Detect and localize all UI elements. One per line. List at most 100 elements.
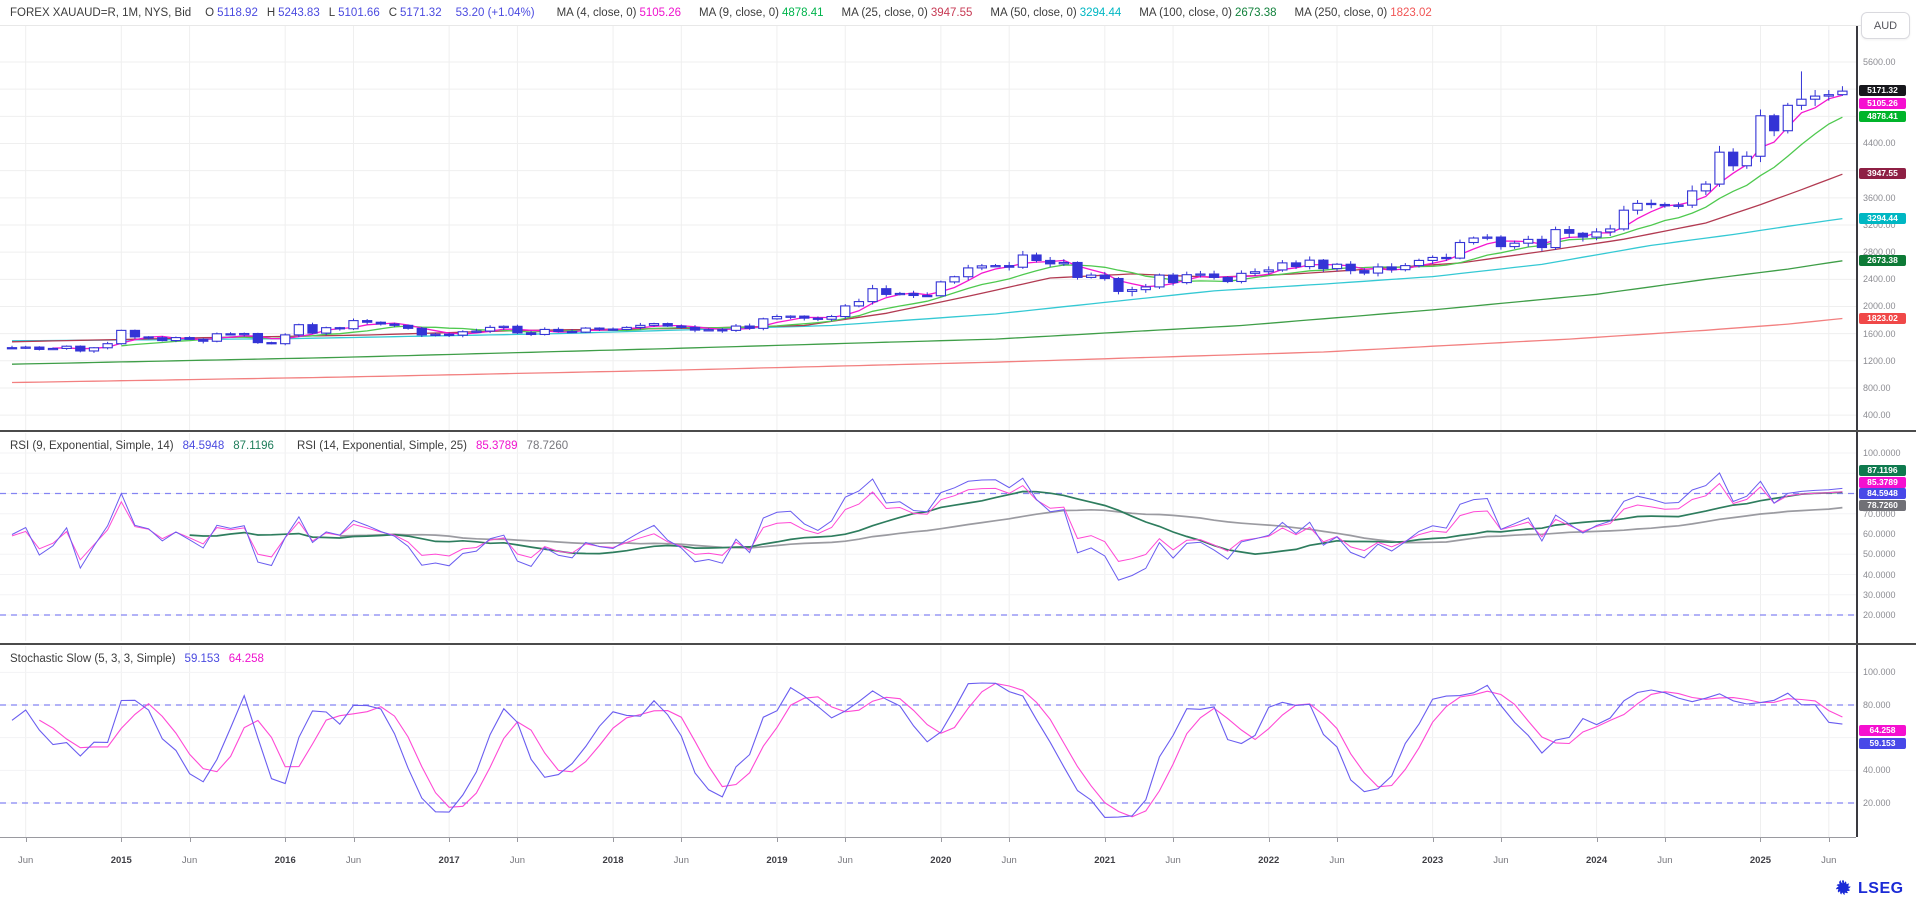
time-tick: [681, 837, 683, 842]
candle: [116, 329, 127, 345]
candle: [375, 321, 386, 326]
candle: [389, 322, 400, 328]
candle: [812, 316, 824, 322]
ohlc-h: H 5243.83: [266, 6, 320, 19]
candle: [170, 336, 182, 343]
candle: [198, 338, 209, 344]
time-axis[interactable]: Jun 2015 Jun 2016 Jun 2017 Jun 2018 Jun 2019 Jun 20…: [0, 837, 1856, 877]
candle: [239, 332, 250, 337]
candle: [1031, 252, 1042, 263]
candle: [1523, 235, 1534, 247]
candle: [61, 345, 72, 350]
time-tick: [1828, 837, 1830, 842]
candle: [566, 329, 578, 334]
change-readout: 53.20 (+1.04%): [455, 6, 535, 19]
candle: [1017, 250, 1028, 269]
candle: [293, 323, 305, 338]
rsi-tick-label: 100.0000: [1863, 448, 1901, 458]
main-price-pane[interactable]: [0, 25, 1856, 430]
instrument-title[interactable]: FOREX XAUAUD=R, 1M, NYS, Bid: [10, 6, 192, 19]
time-label: Jun: [1493, 855, 1509, 866]
candle: [1454, 239, 1466, 260]
stochastic-pane[interactable]: [0, 646, 1856, 837]
ma-legend-item-4[interactable]: MA (100, close, 0) 2673.38: [1139, 6, 1277, 19]
candle: [621, 326, 632, 331]
candle: [908, 290, 919, 298]
candle: [1099, 271, 1110, 281]
rsi9-avg-line: [189, 490, 1843, 555]
ma-legend-item-2[interactable]: MA (25, close, 0) 3947.55: [841, 6, 973, 19]
time-label: 2019: [766, 855, 788, 866]
time-tick: [189, 837, 191, 842]
rsi14-line: [11, 482, 1843, 562]
candle: [1072, 261, 1083, 280]
candle: [184, 336, 195, 341]
time-label: Jun: [1821, 855, 1837, 866]
time-tick: [776, 837, 778, 842]
candle: [1085, 272, 1097, 279]
candle: [1687, 185, 1698, 208]
stoch-tick-label: 80.000: [1863, 700, 1891, 710]
candle: [758, 317, 769, 331]
candle: [744, 323, 755, 330]
candle: [129, 329, 141, 340]
time-label: Jun: [1329, 855, 1345, 866]
time-tick: [1173, 837, 1175, 842]
candle: [280, 333, 291, 346]
lseg-lion-icon: [1835, 879, 1851, 895]
candle: [1263, 266, 1274, 275]
rsi-pane[interactable]: [0, 433, 1856, 641]
candle: [1304, 256, 1315, 270]
candle: [1222, 276, 1233, 284]
stochastic-legend[interactable]: Stochastic Slow (5, 3, 3, Simple) 59.153…: [10, 653, 264, 665]
ma-legend-item-3[interactable]: MA (50, close, 0) 3294.44: [990, 6, 1122, 19]
time-label: 2015: [110, 855, 132, 866]
ma-legend: MA (4, close, 0) 5105.26 MA (9, close, 0) 4…: [557, 7, 1432, 19]
time-tick: [940, 837, 942, 842]
candle: [785, 315, 796, 320]
candle: [1823, 90, 1834, 101]
candle: [717, 328, 728, 333]
candle: [1605, 224, 1616, 237]
price-badge: 2673.38: [1859, 254, 1906, 266]
candle: [963, 264, 974, 281]
candle: [922, 292, 933, 298]
candle: [1673, 202, 1684, 209]
candle: [225, 332, 236, 336]
candle: [143, 336, 154, 340]
time-label: 2020: [930, 855, 952, 866]
rsi-right-label: RSI (14, Exponential, Simple, 25): [296, 440, 467, 452]
stoch-value: 59.153: [184, 653, 220, 665]
candle: [211, 332, 223, 343]
candle: [1482, 234, 1493, 241]
ma-legend-item-5[interactable]: MA (250, close, 0) 1823.02: [1294, 6, 1432, 19]
candle: [1372, 263, 1384, 277]
candle: [648, 322, 660, 327]
rsi-legend[interactable]: RSI (9, Exponential, Simple, 14) 84.5948…: [10, 440, 568, 452]
time-tick: [1596, 837, 1598, 842]
price-tick-label: 3200.00: [1863, 219, 1896, 230]
pane-separator-2[interactable]: [0, 643, 1916, 645]
rsi9-line: [11, 472, 1843, 581]
candle: [1728, 148, 1739, 171]
rsi-value: 84.5948: [182, 440, 225, 452]
time-tick: [285, 837, 287, 842]
candle: [1441, 253, 1452, 262]
candle: [512, 324, 523, 335]
time-label: Jun: [673, 855, 689, 866]
ma-legend-item-0[interactable]: MA (4, close, 0) 5105.26: [556, 6, 682, 19]
candle: [1659, 202, 1671, 208]
pane-separator-1[interactable]: [0, 430, 1916, 432]
candle: [1154, 273, 1165, 289]
price-badge: 5171.32: [1859, 85, 1906, 97]
rsi-tick-label: 70.0000: [1863, 508, 1896, 519]
currency-button[interactable]: AUD: [1861, 12, 1910, 39]
candle: [1550, 226, 1561, 251]
candle: [580, 327, 591, 334]
time-label: Jun: [837, 855, 853, 866]
time-label: 2022: [1258, 855, 1280, 866]
price-badge: 3294.44: [1859, 212, 1906, 224]
ma-legend-item-1[interactable]: MA (9, close, 0) 4878.41: [699, 6, 824, 19]
candle: [635, 322, 646, 330]
